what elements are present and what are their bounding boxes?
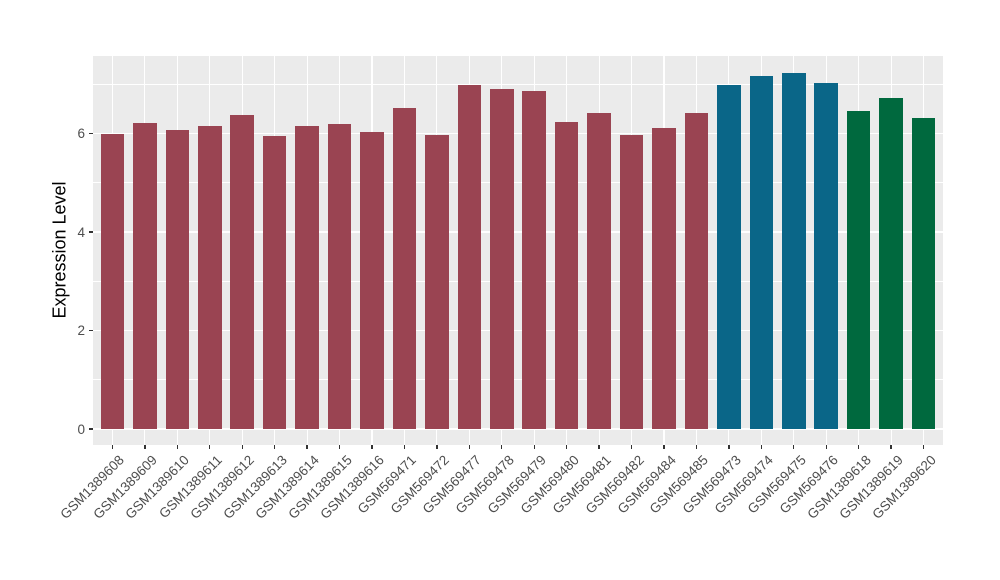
bar [587,112,611,429]
x-tick-mark [241,445,243,449]
bar [100,133,125,429]
x-tick-mark [176,445,179,449]
bar [684,112,709,429]
x-tick-mark [857,445,860,449]
minor-gridline [93,182,943,184]
y-tick-label: 4 [77,224,85,240]
x-tick-mark [468,445,471,449]
x-tick-mark [695,445,698,449]
y-axis-title: Expression Level [49,181,70,319]
x-tick-mark [630,445,633,449]
bar [490,88,514,429]
x-tick-mark [663,445,665,449]
x-tick-mark [338,445,341,449]
bar [879,97,903,429]
x-tick-mark [306,445,308,449]
bar [522,91,546,429]
minor-gridline [93,379,943,381]
bar [911,118,936,429]
x-tick-mark [371,445,373,449]
bar [619,135,644,429]
x-tick-mark [760,445,762,449]
major-gridline [93,231,943,233]
bar [457,84,482,429]
bar [295,125,319,429]
x-tick-mark [598,445,600,449]
bar [360,132,384,429]
bar [749,75,774,429]
bar [554,122,579,429]
x-tick-mark [273,445,276,449]
major-gridline [93,428,943,430]
bar [652,127,676,429]
y-tick-label: 2 [77,323,85,339]
y-tick-mark [89,329,93,332]
bar [846,110,871,429]
bar [782,73,806,429]
x-tick-mark [144,445,146,449]
y-tick-mark [89,132,93,135]
x-tick-mark [728,445,730,449]
minor-gridline [93,280,943,282]
bar [198,126,222,429]
x-tick-mark [565,445,568,449]
y-tick-mark [89,231,93,233]
x-tick-mark [209,445,211,449]
x-tick-mark [922,445,925,449]
minor-gridline [93,83,943,85]
plot-panel [93,56,943,445]
x-tick-mark [533,445,535,449]
bar [165,129,190,429]
x-tick-mark [793,445,795,449]
y-tick-mark [89,428,93,430]
major-gridline [93,132,943,135]
bar [262,136,287,429]
bar [425,135,449,429]
x-tick-mark [825,445,827,449]
bar [814,83,838,429]
x-tick-mark [501,445,503,449]
bar [230,114,254,429]
x-tick-mark [111,445,114,449]
x-tick-mark [403,445,406,449]
bar [392,108,417,429]
y-tick-label: 6 [77,126,85,142]
x-tick-mark [890,445,892,449]
x-tick-mark [436,445,438,449]
y-tick-label: 0 [77,421,85,437]
bar [717,85,741,429]
bar [327,123,352,429]
bar [133,122,157,429]
major-gridline [93,329,943,332]
